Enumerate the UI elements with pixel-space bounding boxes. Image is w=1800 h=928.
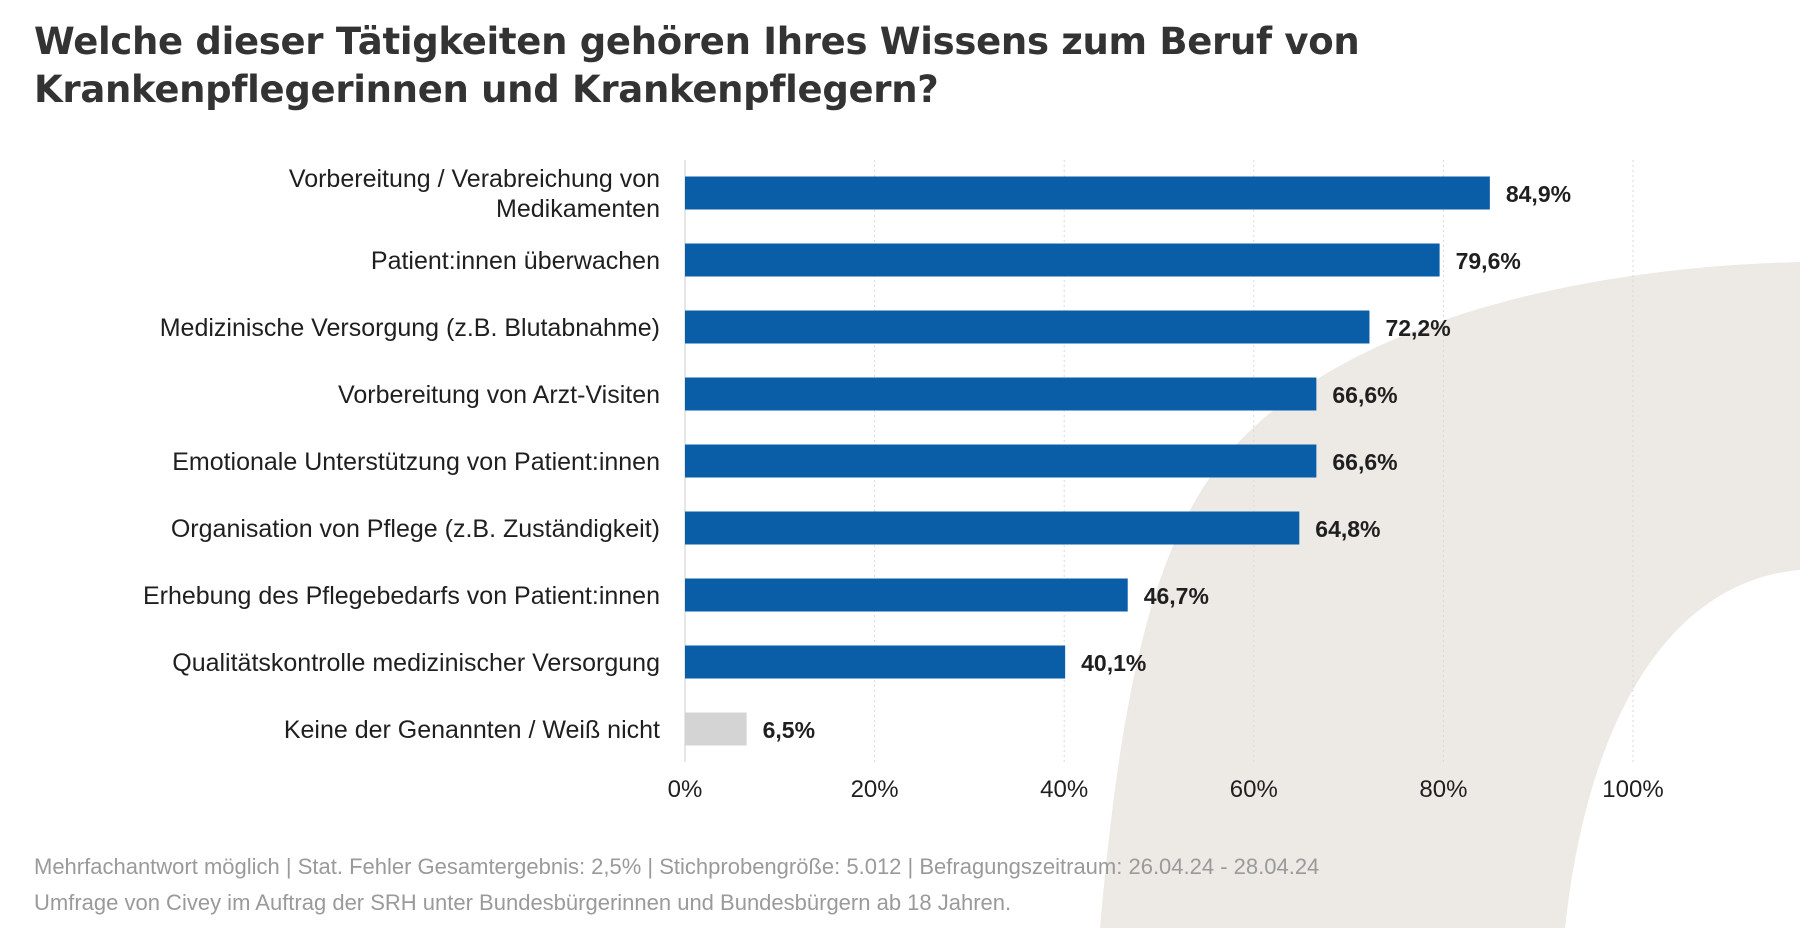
value-label-1: 79,6% xyxy=(1456,248,1521,274)
category-label-4: Emotionale Unterstützung von Patient:inn… xyxy=(172,448,660,476)
footer-source: Umfrage von Civey im Auftrag der SRH unt… xyxy=(34,890,1012,915)
value-label-8: 6,5% xyxy=(763,717,815,743)
chart-title: Welche dieser Tätigkeiten gehören Ihres … xyxy=(34,20,1360,111)
value-label-6: 46,7% xyxy=(1144,583,1209,609)
category-label-8: Keine der Genannten / Weiß nicht xyxy=(284,716,660,744)
bar-1 xyxy=(685,243,1440,277)
value-label-2: 72,2% xyxy=(1385,315,1450,341)
category-label-5: Organisation von Pflege (z.B. Zuständigk… xyxy=(171,515,660,543)
bar-4 xyxy=(685,444,1317,478)
footer-note: Mehrfachantwort möglich | Stat. Fehler G… xyxy=(34,854,1320,879)
value-label-7: 40,1% xyxy=(1081,650,1146,676)
bar-6 xyxy=(685,578,1128,612)
x-tick-label-40: 40% xyxy=(1040,776,1088,803)
x-tick-label-100: 100% xyxy=(1602,776,1663,803)
value-label-5: 64,8% xyxy=(1315,516,1380,542)
category-label-3: Vorbereitung von Arzt-Visiten xyxy=(338,381,660,409)
bar-2 xyxy=(685,310,1370,344)
category-label-6: Erhebung des Pflegebedarfs von Patient:i… xyxy=(143,582,660,610)
category-label-2: Medizinische Versorgung (z.B. Blutabnahm… xyxy=(160,314,660,342)
value-label-4: 66,6% xyxy=(1332,449,1397,475)
bar-5 xyxy=(685,511,1300,545)
bar-7 xyxy=(685,645,1066,679)
x-tick-label-0: 0% xyxy=(668,776,703,803)
x-tick-label-80: 80% xyxy=(1419,776,1467,803)
x-tick-label-20: 20% xyxy=(851,776,899,803)
bar-3 xyxy=(685,377,1317,411)
value-label-3: 66,6% xyxy=(1332,382,1397,408)
bar-8 xyxy=(685,712,747,746)
x-tick-label-60: 60% xyxy=(1230,776,1278,803)
category-label-0: Vorbereitung / Verabreichung von Medikame… xyxy=(289,165,660,223)
value-label-0: 84,9% xyxy=(1506,181,1571,207)
bar-0 xyxy=(685,176,1490,210)
category-label-7: Qualitätskontrolle medizinischer Versorg… xyxy=(172,649,660,677)
category-label-1: Patient:innen überwachen xyxy=(371,247,660,275)
